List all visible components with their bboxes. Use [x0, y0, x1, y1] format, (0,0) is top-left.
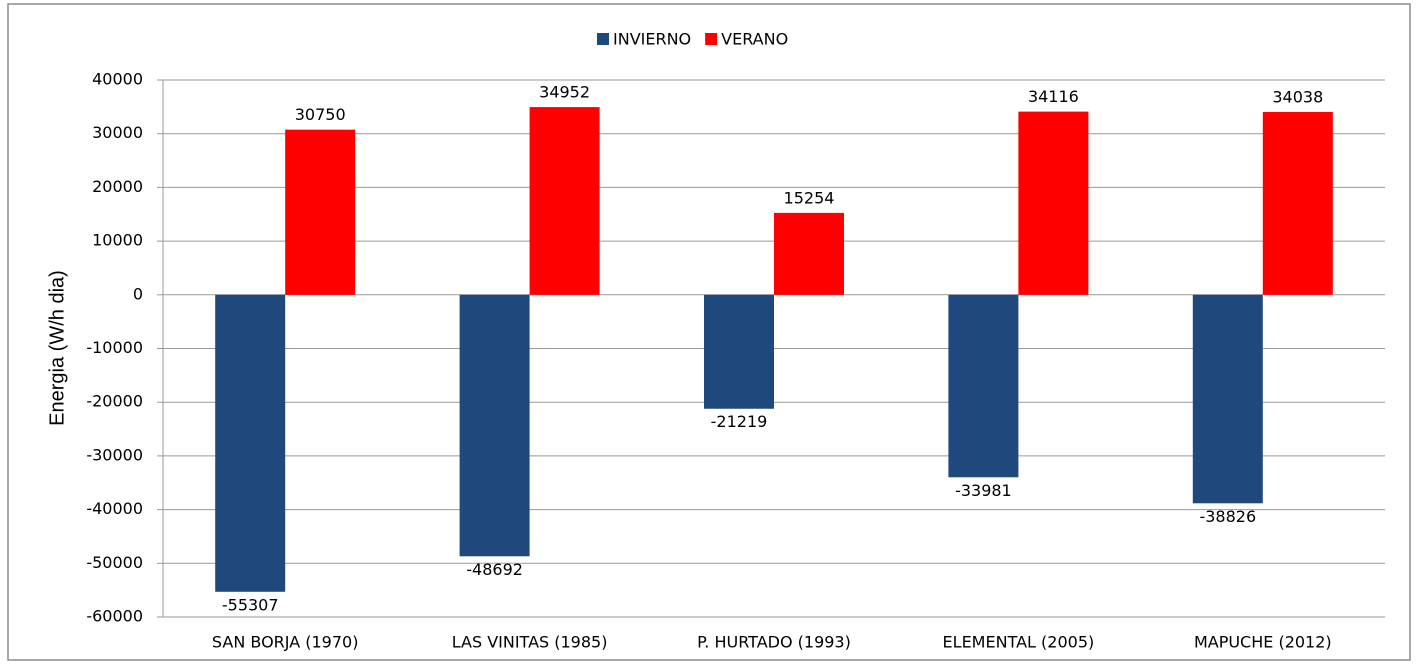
y-tick-label: -50000 — [86, 553, 143, 572]
y-tick-label: -20000 — [86, 392, 143, 411]
data-label: 34952 — [539, 83, 590, 102]
bar — [774, 212, 844, 295]
y-tick-label: -10000 — [86, 338, 143, 357]
bar — [459, 294, 530, 557]
y-tick-label: 30000 — [92, 123, 143, 142]
y-axis-label: Energia (W/h dia) — [46, 270, 68, 426]
data-label: -38826 — [1199, 507, 1256, 526]
data-label: -55307 — [222, 595, 279, 614]
data-label: 34038 — [1272, 88, 1323, 107]
y-tick-label: -60000 — [86, 607, 143, 626]
bar — [704, 294, 774, 409]
data-label: 15254 — [784, 188, 835, 207]
bar — [1262, 112, 1333, 295]
legend-swatch — [597, 33, 609, 45]
y-tick-label: 10000 — [92, 231, 143, 250]
legend-label: INVIERNO — [613, 30, 691, 49]
data-label: 30750 — [295, 105, 346, 124]
y-tick-label: 0 — [133, 284, 143, 303]
x-tick-label: LAS VINITAS (1985) — [452, 633, 608, 652]
legend-label: VERANO — [721, 30, 788, 49]
data-label: -48692 — [466, 560, 523, 579]
bar — [285, 129, 356, 295]
bar — [529, 107, 600, 295]
x-tick-label: MAPUCHE (2012) — [1194, 633, 1332, 652]
x-tick-label: P. HURTADO (1993) — [697, 633, 851, 652]
x-tick-label: SAN BORJA (1970) — [212, 633, 359, 652]
data-label: 34116 — [1028, 87, 1079, 106]
data-label: -33981 — [955, 481, 1012, 500]
y-tick-label: 40000 — [92, 70, 143, 89]
y-tick-label: 20000 — [92, 177, 143, 196]
bar — [1192, 294, 1263, 504]
bar — [1018, 111, 1089, 295]
y-tick-label: -40000 — [86, 499, 143, 518]
bar — [948, 294, 1019, 478]
legend-swatch — [705, 33, 718, 45]
bar — [215, 294, 286, 592]
data-label: -21219 — [711, 412, 768, 431]
x-tick-label: ELEMENTAL (2005) — [943, 633, 1095, 652]
y-tick-label: -30000 — [86, 445, 143, 464]
